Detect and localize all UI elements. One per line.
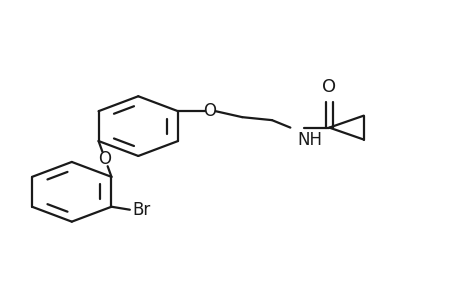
Text: O: O bbox=[322, 78, 336, 96]
Text: O: O bbox=[203, 102, 216, 120]
Text: Br: Br bbox=[132, 201, 150, 219]
Text: NH: NH bbox=[297, 131, 322, 149]
Text: O: O bbox=[98, 150, 111, 168]
